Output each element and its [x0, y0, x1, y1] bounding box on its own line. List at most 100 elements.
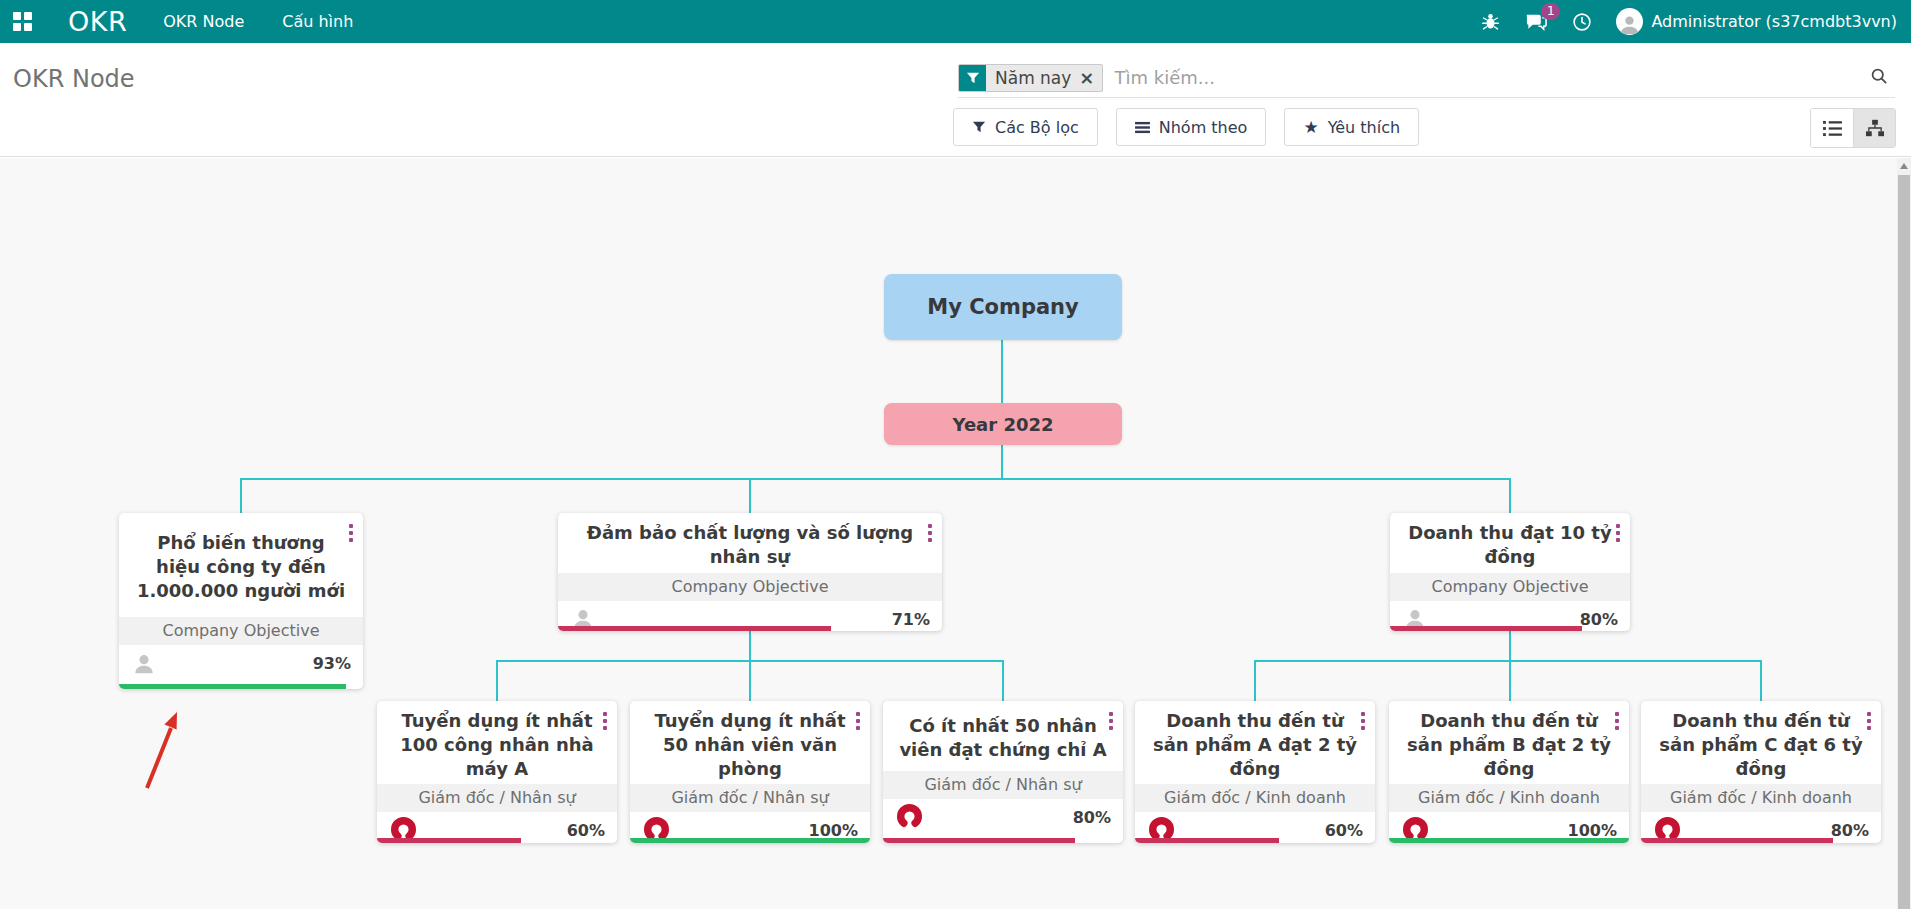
period-node[interactable]: Year 2022: [884, 403, 1122, 445]
tree-connector: [1001, 340, 1003, 403]
card-type-label: Company Objective: [119, 617, 363, 645]
hierarchy-view-button[interactable]: [1853, 109, 1895, 147]
card-title: Doanh thu đến từ sản phẩm B đạt 2 tỷ đồn…: [1389, 701, 1629, 784]
key-result-card[interactable]: Doanh thu đến từ sản phẩm C đạt 6 tỷ đồn…: [1641, 701, 1881, 843]
card-title: Đảm bảo chất lượng và số lượng nhân sự: [558, 513, 942, 573]
objective-card[interactable]: Doanh thu đạt 10 tỷ đồng Company Objecti…: [1390, 513, 1630, 631]
kebab-menu-icon[interactable]: [926, 522, 934, 544]
search-facet: Năm nay ×: [958, 64, 1103, 92]
card-owner-label: Giám đốc / Kinh doanh: [1641, 784, 1881, 812]
kebab-menu-icon[interactable]: [1865, 710, 1873, 732]
control-panel: OKR Node Năm nay × Các Bộ lọc: [0, 43, 1911, 157]
progress-bar: [630, 838, 870, 843]
card-type-label: Company Objective: [558, 573, 942, 601]
objective-card[interactable]: Phổ biến thương hiệu công ty đến 1.000.0…: [119, 513, 363, 689]
activities-button[interactable]: [1570, 10, 1594, 34]
tree-connector: [749, 631, 751, 661]
tree-connector: [1254, 660, 1256, 701]
annotation-arrow: [130, 698, 200, 798]
card-title: Doanh thu đến từ sản phẩm C đạt 6 tỷ đồn…: [1641, 701, 1881, 784]
vertical-scrollbar: [1897, 158, 1911, 909]
user-name-label: Administrator (s37cmdbt3vvn): [1651, 12, 1897, 31]
progress-percent: 80%: [1073, 808, 1111, 827]
search-icon[interactable]: [1869, 66, 1889, 90]
key-result-card[interactable]: Tuyển dụng ít nhất 100 công nhân nhà máy…: [377, 701, 617, 843]
card-type-label: Company Objective: [1390, 573, 1630, 601]
progress-percent: 60%: [1325, 821, 1363, 840]
tree-connector: [749, 660, 751, 701]
filters-button-label: Các Bộ lọc: [995, 118, 1079, 137]
message-count-badge: 1: [1541, 3, 1560, 20]
card-title: Doanh thu đến từ sản phẩm A đạt 2 tỷ đồn…: [1135, 701, 1375, 784]
user-avatar-icon: [1616, 8, 1643, 35]
tree-connector: [1760, 660, 1762, 701]
clock-icon: [1571, 11, 1593, 33]
progress-percent: 80%: [1831, 821, 1869, 840]
tree-connector: [240, 478, 242, 513]
card-owner-label: Giám đốc / Nhân sự: [883, 771, 1123, 799]
group-by-icon: [1135, 121, 1150, 134]
scrollbar-thumb[interactable]: [1898, 175, 1910, 909]
company-node[interactable]: My Company: [884, 274, 1122, 340]
group-by-button-label: Nhóm theo: [1159, 118, 1248, 137]
group-by-button[interactable]: Nhóm theo: [1116, 108, 1267, 146]
apps-grid-icon: [13, 12, 32, 31]
objective-card[interactable]: Đảm bảo chất lượng và số lượng nhân sự C…: [558, 513, 942, 631]
list-view-button[interactable]: [1811, 109, 1853, 147]
tree-connector: [1002, 660, 1004, 701]
tree-connector: [1509, 631, 1511, 661]
kebab-menu-icon[interactable]: [1359, 710, 1367, 732]
key-result-card[interactable]: Tuyển dụng ít nhất 50 nhân viên văn phòn…: [630, 701, 870, 843]
messages-button[interactable]: 1: [1524, 10, 1548, 34]
progress-percent: 71%: [892, 610, 930, 629]
nav-item-config[interactable]: Cấu hình: [282, 0, 353, 43]
tree-connector: [749, 478, 751, 513]
favorites-button[interactable]: ★ Yêu thích: [1284, 108, 1419, 146]
search-bar: Năm nay ×: [958, 58, 1895, 98]
progress-bar: [883, 838, 1075, 843]
progress-bar: [1135, 838, 1279, 843]
tree-connector: [1254, 660, 1762, 662]
progress-percent: 80%: [1580, 610, 1618, 629]
progress-bar: [1641, 838, 1833, 843]
debug-button[interactable]: [1478, 10, 1502, 34]
tree-connector: [1509, 478, 1511, 513]
favorites-button-label: Yêu thích: [1328, 118, 1401, 137]
filters-button[interactable]: Các Bộ lọc: [953, 108, 1098, 146]
kebab-menu-icon[interactable]: [854, 710, 862, 732]
top-navbar: OKR OKR Node Cấu hình 1: [0, 0, 1911, 43]
nav-item-okr-node[interactable]: OKR Node: [163, 0, 244, 43]
breadcrumb: OKR Node: [13, 65, 135, 93]
scroll-up-arrow[interactable]: [1900, 163, 1908, 169]
card-title: Doanh thu đạt 10 tỷ đồng: [1390, 513, 1630, 573]
kebab-menu-icon[interactable]: [601, 710, 609, 732]
tree-connector: [1509, 660, 1511, 701]
progress-bar: [1389, 838, 1629, 843]
hierarchy-canvas: My Company Year 2022 Phổ biến thương hiệ…: [0, 158, 1911, 909]
key-result-card[interactable]: Doanh thu đến từ sản phẩm A đạt 2 tỷ đồn…: [1135, 701, 1375, 843]
key-result-card[interactable]: Doanh thu đến từ sản phẩm B đạt 2 tỷ đồn…: [1389, 701, 1629, 843]
kebab-menu-icon[interactable]: [1107, 710, 1115, 732]
apps-menu-button[interactable]: [0, 0, 44, 43]
search-input[interactable]: [1114, 67, 1869, 88]
card-title: Tuyển dụng ít nhất 50 nhân viên văn phòn…: [630, 701, 870, 784]
key-result-card[interactable]: Có ít nhất 50 nhân viên đạt chứng chỉ A …: [883, 701, 1123, 843]
facet-remove-button[interactable]: ×: [1075, 65, 1102, 91]
view-switcher: [1810, 108, 1896, 148]
user-menu[interactable]: Administrator (s37cmdbt3vvn): [1616, 8, 1897, 35]
progress-bar: [377, 838, 521, 843]
kebab-menu-icon[interactable]: [1614, 522, 1622, 544]
funnel-icon: [972, 120, 986, 134]
progress-bar: [119, 684, 346, 689]
app-brand[interactable]: OKR: [68, 6, 127, 37]
card-owner-label: Giám đốc / Kinh doanh: [1135, 784, 1375, 812]
card-title: Tuyển dụng ít nhất 100 công nhân nhà máy…: [377, 701, 617, 784]
progress-percent: 93%: [313, 654, 351, 673]
progress-percent: 60%: [567, 821, 605, 840]
tree-connector: [240, 478, 1511, 480]
card-title: Có ít nhất 50 nhân viên đạt chứng chỉ A: [883, 701, 1123, 771]
progress-bar: [1390, 626, 1582, 631]
progress-bar: [558, 626, 831, 631]
kebab-menu-icon[interactable]: [347, 522, 355, 544]
kebab-menu-icon[interactable]: [1613, 710, 1621, 732]
